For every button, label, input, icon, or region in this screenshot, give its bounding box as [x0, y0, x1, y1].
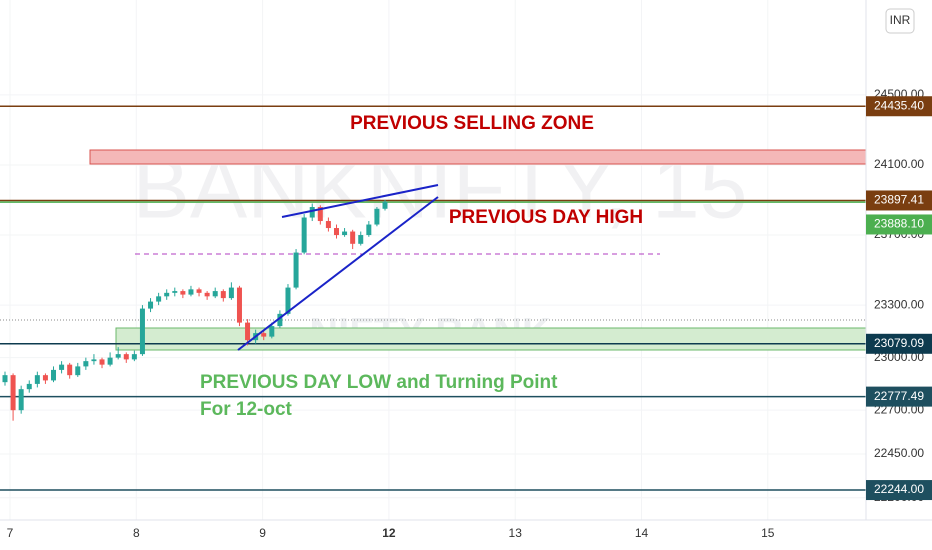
- currency[interactable]: INR: [890, 13, 911, 27]
- candle-body: [115, 354, 121, 358]
- candle-body: [358, 235, 364, 244]
- candle-body: [139, 308, 145, 355]
- trendline: [281, 184, 439, 218]
- candle-body: [10, 375, 16, 411]
- candle-body: [333, 228, 339, 236]
- candle-body: [269, 326, 275, 337]
- axes: 24500.0024100.0023700.0023300.0023000.00…: [7, 87, 932, 540]
- candle-body: [51, 369, 57, 381]
- grid: [0, 0, 866, 520]
- candle-body: [228, 287, 234, 299]
- x-tick-label: 13: [509, 526, 523, 540]
- candle-body: [220, 291, 226, 299]
- candle-body: [148, 301, 154, 309]
- candle-body: [75, 366, 81, 376]
- selling-zone: [89, 149, 867, 165]
- level-label: 22244.00: [874, 482, 924, 496]
- candle-body: [99, 359, 105, 365]
- candle-body: [236, 287, 242, 323]
- candle-body: [180, 291, 186, 295]
- candle-body: [164, 292, 170, 297]
- candle-body: [285, 287, 291, 314]
- candle-body: [67, 364, 73, 376]
- level-badge: [866, 190, 932, 211]
- turning-zone: [115, 327, 867, 351]
- x-tick-label: 15: [761, 526, 775, 540]
- candle-body: [366, 224, 372, 236]
- x-tick-label: 7: [7, 526, 14, 540]
- candles: [2, 200, 388, 421]
- candle-body: [42, 375, 48, 381]
- candle-body: [204, 292, 210, 297]
- level-badge: [866, 96, 932, 117]
- level-label: 22777.49: [874, 389, 924, 403]
- candle-body: [34, 375, 40, 384]
- candle-body: [196, 289, 202, 293]
- candle-body: [350, 231, 356, 244]
- candle-body: [277, 313, 283, 327]
- annotation: PREVIOUS DAY LOW and Turning Point: [200, 372, 558, 393]
- x-tick-label: 9: [259, 526, 266, 540]
- candle-body: [317, 207, 323, 222]
- candle-body: [261, 333, 267, 337]
- level-badge: [866, 333, 932, 354]
- level-badge: [866, 480, 932, 501]
- trendline: [237, 196, 439, 351]
- candle-body: [172, 291, 178, 293]
- candle-body: [188, 289, 194, 295]
- candle-body: [212, 291, 218, 297]
- level-badge: [866, 214, 932, 235]
- candle-body: [293, 252, 299, 288]
- level-badge: [866, 386, 932, 407]
- candle-body: [309, 207, 315, 218]
- candle-body: [91, 359, 97, 362]
- candle-body: [107, 357, 113, 365]
- annotation: PREVIOUS DAY HIGH: [449, 207, 643, 228]
- annotation: For 12-oct: [200, 399, 293, 420]
- currency-box[interactable]: [885, 8, 915, 34]
- y-tick-label: 23300.00: [874, 297, 924, 311]
- annotation: PREVIOUS SELLING ZONE: [350, 113, 594, 134]
- candle-body: [342, 231, 348, 236]
- candle-body: [83, 361, 89, 367]
- level-label: 23888.10: [874, 217, 924, 231]
- candle-body: [123, 354, 129, 360]
- candle-body: [59, 364, 65, 370]
- candle-body: [2, 375, 8, 383]
- candle-body: [325, 221, 331, 229]
- candle-body: [374, 208, 380, 225]
- candle-body: [382, 201, 388, 209]
- x-tick-label: 12: [382, 526, 396, 540]
- x-tick-label: 8: [133, 526, 140, 540]
- candle-body: [26, 383, 32, 390]
- level-label: 23079.09: [874, 336, 924, 350]
- x-tick-label: 14: [635, 526, 649, 540]
- candle-body: [156, 296, 162, 302]
- levels: [0, 105, 866, 491]
- candle-body: [301, 217, 307, 253]
- y-tick-label: 22450.00: [874, 446, 924, 460]
- level-label: 24435.40: [874, 98, 924, 112]
- candle-body: [245, 322, 251, 341]
- candle-body: [131, 354, 137, 360]
- candle-body: [18, 389, 24, 411]
- level-label: 23897.41: [874, 193, 924, 207]
- y-tick-label: 24100.00: [874, 157, 924, 171]
